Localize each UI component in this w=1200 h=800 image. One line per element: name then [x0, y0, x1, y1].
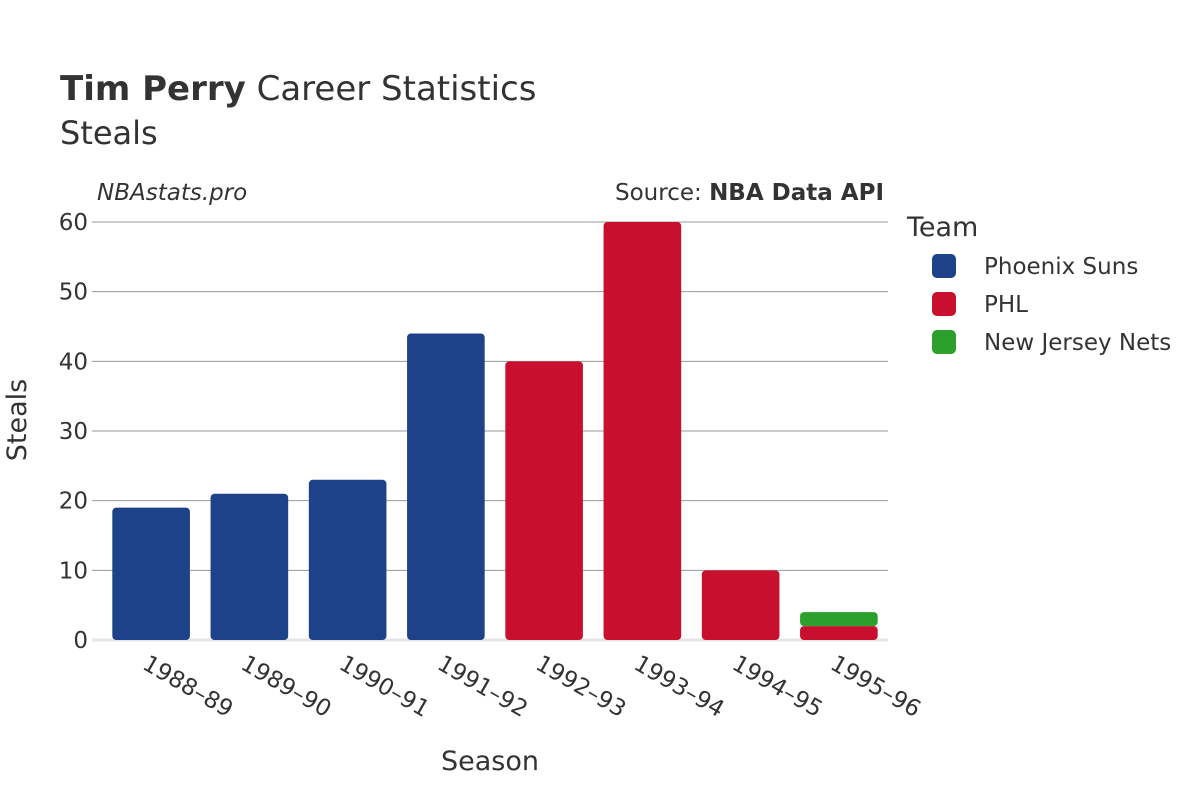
bar-phl	[603, 222, 682, 640]
bar-phl	[701, 570, 780, 640]
y-tick-label: 30	[59, 419, 88, 445]
legend: Phoenix Suns PHL New Jersey Nets	[932, 254, 1171, 356]
y-tick-labels: 0 10 20 30 40 50 60	[59, 210, 88, 654]
source-prefix: Source:	[615, 180, 709, 206]
bar-new-jersey-nets	[800, 612, 878, 627]
x-tick-label: 1988–89	[138, 651, 237, 723]
source-text: Source: NBA Data API	[615, 180, 884, 206]
legend-title: Team	[906, 212, 978, 243]
x-tick-label: 1992–93	[531, 651, 630, 723]
y-tick-label: 40	[59, 349, 88, 375]
bar-phoenix-suns	[407, 333, 485, 640]
y-tick-label: 20	[59, 489, 88, 515]
legend-swatch	[932, 330, 956, 354]
bar-phoenix-suns	[210, 493, 289, 640]
legend-label: New Jersey Nets	[984, 330, 1171, 356]
x-tick-labels: 1988–89 1989–90 1990–91 1991–92 1992–93 1993–…	[138, 651, 925, 723]
legend-swatch	[932, 292, 956, 316]
player-name: Tim Perry	[60, 69, 246, 109]
x-tick-label: 1989–90	[236, 651, 335, 723]
bar-phoenix-suns	[308, 479, 387, 640]
x-tick-label: 1994–95	[728, 651, 827, 723]
bar-phl	[505, 361, 583, 640]
legend-label: PHL	[984, 292, 1028, 318]
chart-title: Tim Perry Career Statistics	[60, 69, 536, 109]
y-axis-title: Steals	[2, 379, 33, 461]
y-tick-label: 10	[59, 558, 88, 584]
y-tick-label: 60	[59, 210, 88, 236]
legend-label: Phoenix Suns	[984, 254, 1138, 280]
source-name: NBA Data API	[709, 180, 884, 206]
chart-subtitle: Steals	[60, 114, 158, 152]
title-rest: Career Statistics	[246, 69, 537, 109]
y-tick-label: 50	[59, 280, 88, 306]
x-tick-label: 1991–92	[433, 651, 532, 723]
legend-swatch	[932, 254, 956, 278]
x-axis-title: Season	[441, 746, 539, 777]
y-tick-label: 0	[73, 628, 88, 654]
x-tick-label: 1993–94	[629, 651, 728, 723]
bar-phl	[800, 626, 878, 640]
bars	[112, 222, 878, 640]
bar-phoenix-suns	[112, 507, 190, 640]
x-tick-label: 1990–91	[335, 651, 434, 723]
watermark-text: NBAstats.pro	[97, 180, 247, 206]
x-tick-label: 1995–96	[826, 651, 925, 723]
